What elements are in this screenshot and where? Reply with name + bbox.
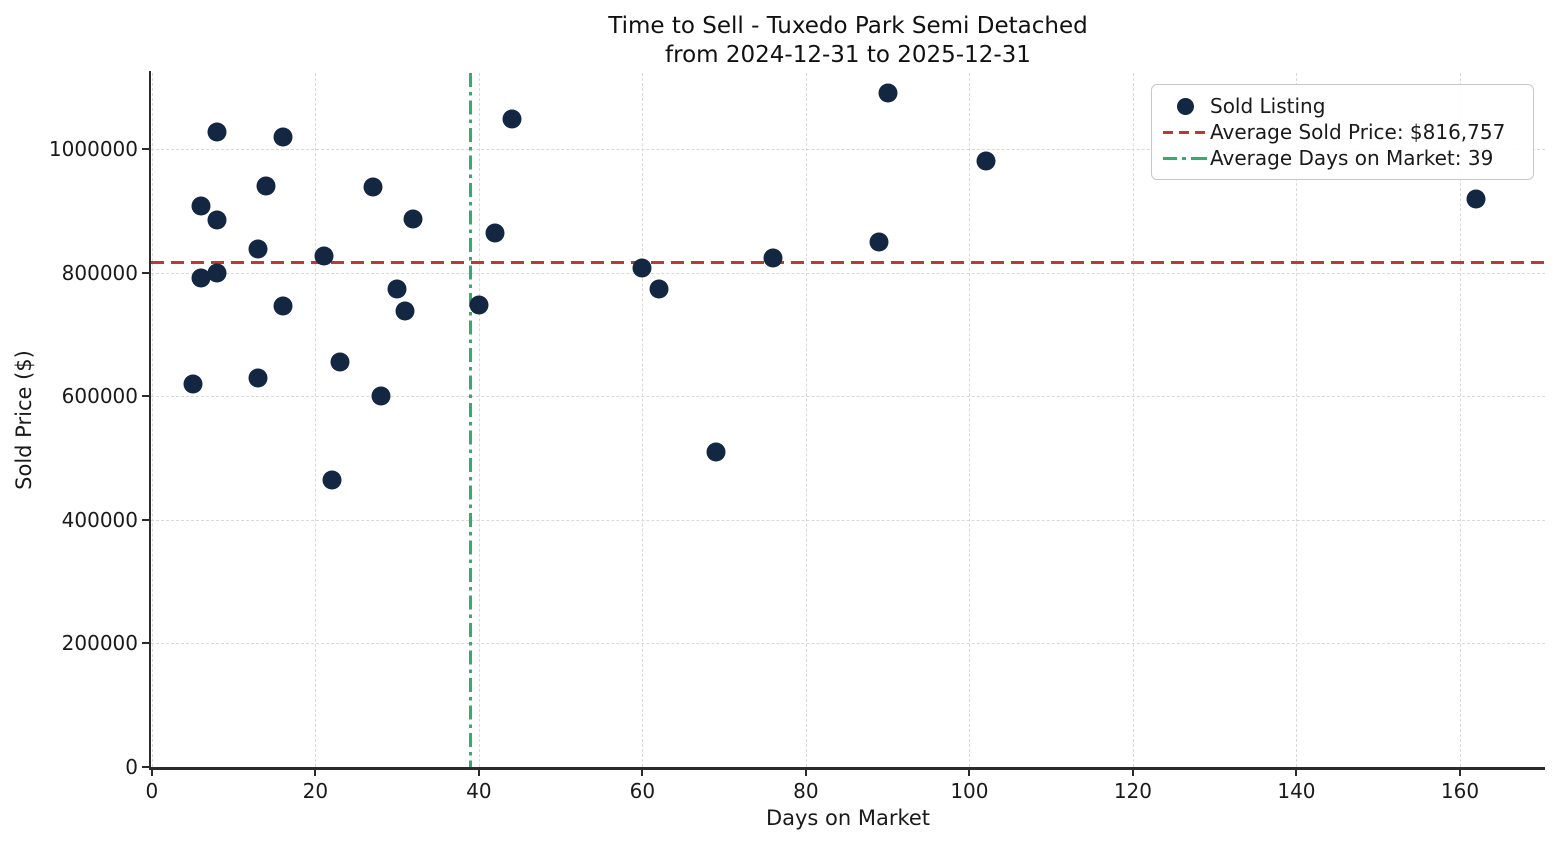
x-tick-160 <box>1458 770 1461 776</box>
sold-listing-dot-icon <box>1176 97 1194 115</box>
legend: Sold Listing Average Sold Price: $816,75… <box>1151 84 1534 180</box>
x-tick-0 <box>150 770 153 776</box>
x-tick-label-80: 80 <box>793 779 819 803</box>
data-point <box>502 109 522 129</box>
legend-marker <box>1160 156 1210 160</box>
y-tick-label-800000: 800000 <box>61 260 138 285</box>
x-axis-label: Days on Market <box>765 806 931 830</box>
data-point <box>273 296 293 316</box>
y-tick-600000 <box>142 395 149 398</box>
legend-marker <box>1160 97 1210 115</box>
data-point <box>763 248 783 268</box>
data-point <box>878 83 898 103</box>
y-axis-spine <box>148 71 151 770</box>
gridline-x-20 <box>315 73 317 767</box>
y-tick-label-1000000: 1000000 <box>48 137 138 161</box>
x-tick-label-0: 0 <box>145 779 159 803</box>
gridline-y-600000 <box>151 396 1545 398</box>
data-point <box>314 246 333 266</box>
gridline-x-60 <box>642 73 644 767</box>
data-point <box>1466 189 1486 209</box>
y-axis-label: Sold Price ($) <box>12 350 36 490</box>
x-axis-spine <box>148 767 1545 770</box>
data-point <box>706 442 726 462</box>
x-tick-label-60: 60 <box>629 779 656 803</box>
y-tick-label-600000: 600000 <box>61 384 138 409</box>
legend-label: Sold Listing <box>1210 94 1326 118</box>
average-sold-price-line <box>151 260 1545 264</box>
x-tick-120 <box>1131 770 1134 776</box>
dashdot-line-icon <box>1163 156 1207 160</box>
data-point <box>976 151 996 171</box>
data-point <box>273 127 293 147</box>
gridline-y-800000 <box>151 272 1545 274</box>
legend-item-sold-listing: Sold Listing <box>1160 93 1523 119</box>
y-tick-label-400000: 400000 <box>61 507 138 532</box>
x-tick-label-140: 140 <box>1277 779 1316 803</box>
gridline-y-400000 <box>151 519 1545 521</box>
x-tick-100 <box>968 770 971 776</box>
data-point <box>395 301 415 321</box>
data-point <box>207 263 227 283</box>
data-point <box>632 258 652 278</box>
data-point <box>248 239 268 259</box>
gridline-x-0 <box>151 73 153 767</box>
x-tick-80 <box>804 770 807 776</box>
data-point <box>869 232 889 252</box>
data-point <box>330 352 350 372</box>
x-tick-60 <box>641 770 644 776</box>
legend-label: Average Sold Price: $816,757 <box>1210 120 1506 144</box>
gridline-y-200000 <box>151 643 1545 645</box>
gridline-x-100 <box>969 73 971 767</box>
data-point <box>649 279 669 299</box>
data-point <box>207 210 227 230</box>
data-point <box>191 268 211 288</box>
legend-item-avg-sold-price: Average Sold Price: $816,757 <box>1160 119 1523 145</box>
chart-title-line2: from 2024-12-31 to 2025-12-31 <box>665 42 1031 68</box>
legend-label: Average Days on Market: 39 <box>1210 146 1494 170</box>
data-point <box>183 374 203 394</box>
y-tick-label-0: 0 <box>125 755 138 779</box>
x-tick-label-160: 160 <box>1440 779 1480 803</box>
x-tick-label-100: 100 <box>950 779 989 803</box>
x-tick-20 <box>314 770 317 776</box>
average-days-on-market-line <box>468 73 473 767</box>
x-tick-label-20: 20 <box>302 779 329 803</box>
data-point <box>485 223 505 243</box>
y-tick-200000 <box>142 642 149 645</box>
gridline-x-120 <box>1132 73 1134 767</box>
gridline-x-80 <box>805 73 807 767</box>
chart-title-line1: Time to Sell - Tuxedo Park Semi Detached <box>608 13 1088 39</box>
data-point <box>363 177 383 197</box>
data-point <box>469 295 489 315</box>
y-tick-1000000 <box>142 148 149 150</box>
legend-item-avg-days-on-market: Average Days on Market: 39 <box>1160 145 1523 171</box>
y-tick-label-200000: 200000 <box>61 631 138 656</box>
data-point <box>371 386 391 406</box>
x-tick-label-120: 120 <box>1113 779 1153 803</box>
gridline-y-1000000 <box>151 149 1545 150</box>
x-tick-140 <box>1295 770 1298 776</box>
data-point <box>322 470 342 490</box>
data-point <box>256 176 276 196</box>
data-point <box>403 209 423 229</box>
gridline-x-140 <box>1296 73 1298 767</box>
gridline-x-160 <box>1459 73 1461 767</box>
dashed-line-icon <box>1163 130 1207 134</box>
data-point <box>387 279 407 299</box>
x-tick-40 <box>477 770 480 776</box>
gridline-x-40 <box>478 73 480 767</box>
x-tick-label-40: 40 <box>466 779 492 803</box>
y-tick-400000 <box>142 518 149 521</box>
data-point <box>191 196 211 216</box>
data-point <box>207 122 227 142</box>
y-tick-800000 <box>142 271 149 274</box>
y-tick-0 <box>142 766 149 768</box>
legend-marker <box>1160 130 1210 134</box>
data-point <box>248 368 268 388</box>
